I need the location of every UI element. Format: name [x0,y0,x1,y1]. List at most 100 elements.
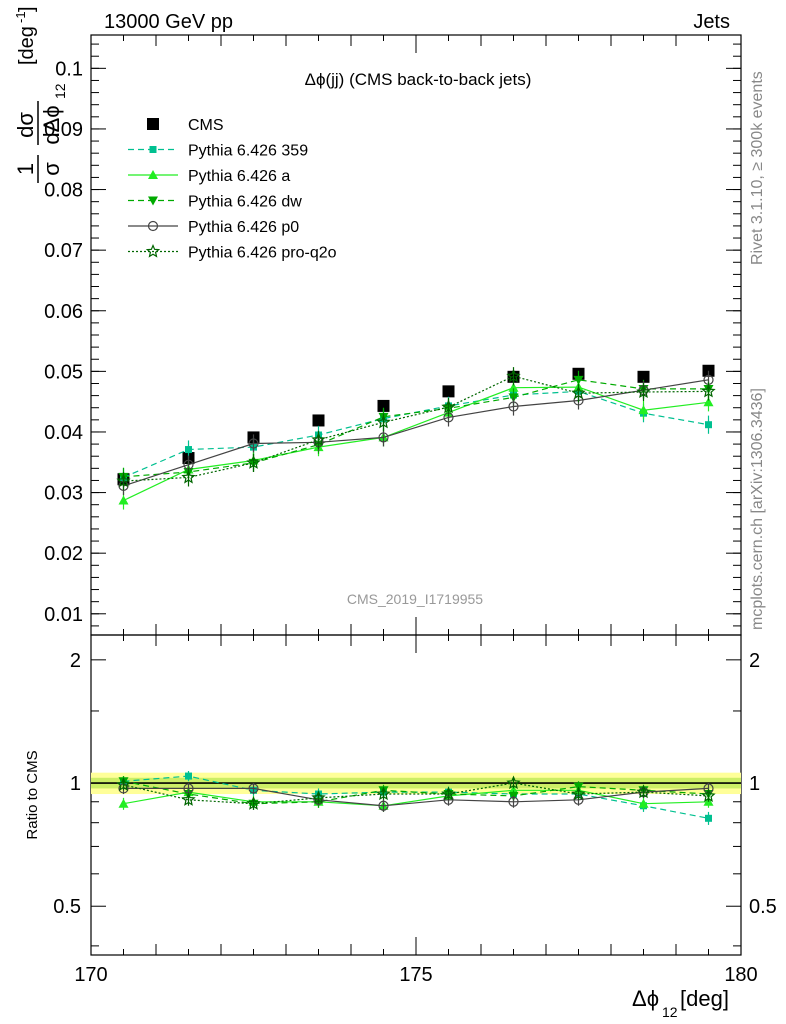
main-x-axis [90,35,742,635]
ratio-line-p0 [123,787,709,807]
ratio-point-a [638,798,649,808]
main-point-proq2o [246,455,261,469]
ratio-series-layer [116,771,716,825]
main-point-dw [573,375,584,385]
ratio-y-tick-label-right: 2 [749,650,760,672]
ratio-point-proq2o [246,796,261,810]
main-point-proq2o [441,399,456,414]
main-point-proq2o [376,414,391,429]
main-point-proq2o [571,385,586,400]
x-tick-label: 175 [399,964,432,986]
ratio-point-p359 [185,772,192,780]
ratio-point-p0 [378,800,389,811]
main-point-p359 [705,421,712,429]
x-label-subscript: 12 [662,1004,678,1020]
y-tick-label: 0.02 [44,543,83,565]
legend-marker-dw [148,196,158,206]
chart-title: Δϕ(jj) (CMS back-to-back jets) [305,70,532,89]
main-point-proq2o [181,469,196,484]
legend-marker-a [148,170,158,179]
analysis-watermark: CMS_2019_I1719955 [347,591,483,607]
legend-label-a: Pythia 6.426 a [188,168,290,185]
ratio-point-p359 [705,814,712,822]
ratio-point-proq2o [636,784,651,799]
y-tick-label: 0.07 [44,240,83,262]
legend-label-proq2o: Pythia 6.426 pro-q2o [188,245,337,262]
x-tick-label: 170 [74,964,107,986]
y-tick-label: 0.09 [44,119,83,141]
legend-label-p359: Pythia 6.426 359 [188,143,308,160]
y-label-dsigma: dσ [13,112,38,138]
y-tick-label: 0.03 [44,483,83,505]
y-label-denominator-sigma: σ [39,162,64,176]
legend-marker-p0 [147,220,159,232]
main-line-p359 [123,390,709,478]
main-series-layer [116,364,716,510]
ratio-point-proq2o [701,788,716,803]
ratio-line-dw [123,780,709,805]
main-point-a [118,495,129,505]
ratio-point-a [118,798,129,808]
header-left: 13000 GeV pp [104,11,233,33]
ratio-point-proq2o [181,792,196,806]
main-point-a [508,382,519,392]
main-point-proq2o [116,473,131,488]
ratio-point-proq2o [571,786,586,801]
ratio-y-tick-label-right: 0.5 [749,896,777,918]
ratio-line-a [123,789,709,807]
legend-label-p0: Pythia 6.426 p0 [188,219,299,236]
x-label-symbol: Δϕ [632,986,659,1011]
x-tick-label: 180 [724,964,757,986]
y-label-dphi: dΔϕ [39,105,64,144]
legend-marker-proq2o [145,243,161,258]
main-point-proq2o [311,432,326,446]
main-line-p0 [123,379,709,487]
ratio-x-axis: 170 175 180 [74,635,758,986]
main-y-label: 1 σ dσ dΔϕ 12 [deg -1 ] [13,6,68,183]
y-tick-label: 0.1 [55,58,83,80]
main-point-p0 [508,401,519,412]
main-point-p359 [185,446,192,454]
main-point-cms [637,370,650,383]
main-point-cms [312,414,325,427]
y-tick-label: 0.06 [44,301,83,323]
legend-label-cms: CMS [188,117,224,134]
ratio-panel: 0.5 0.5 1 1 2 2 170 175 180 Ratio to CMS [24,634,777,986]
x-label-unit: [deg] [680,986,729,1011]
ratio-point-proq2o [311,790,326,804]
main-y-axis: 0.01 0.02 0.03 0.04 0.05 0.06 0.07 0.08 0.09 0.1 [44,43,741,627]
header-right: Jets [693,11,730,33]
y-tick-label: 0.08 [44,180,83,202]
y-tick-label: 0.04 [44,422,83,444]
main-line-a [123,386,709,502]
main-line-dw [123,379,709,478]
main-point-a [703,397,714,407]
y-label-unit: [deg [16,26,38,65]
ratio-y-tick-label: 0.5 [53,896,81,918]
ratio-point-p0 [248,783,259,794]
ratio-point-proq2o [506,775,521,790]
ratio-y-tick-label-right: 1 [749,773,760,795]
y-tick-label: 0.05 [44,361,83,383]
main-point-proq2o [506,368,521,383]
source-reference: mcplots.cern.ch [arXiv:1306.3436] [749,388,766,630]
ratio-y-tick-label: 1 [70,773,81,795]
y-label-unit-close: ] [16,6,38,12]
ratio-point-p0 [508,796,519,807]
ratio-point-proq2o [376,786,391,801]
main-point-proq2o [701,383,716,398]
ratio-point-proq2o [441,786,456,801]
ratio-y-label: Ratio to CMS [24,750,41,839]
ratio-y-tick-label: 2 [70,650,81,672]
ratio-y-axis: 0.5 0.5 1 1 2 2 [53,650,777,947]
y-tick-label: 0.01 [44,604,83,626]
legend-label-dw: Pythia 6.426 dw [188,194,302,211]
x-axis-label: Δϕ 12 [deg] [632,986,729,1020]
main-panel: 0.010.020.030.040.050.060.070.080.090.1 … [13,6,742,636]
legend: CMS Pythia 6.426 359 Pythia 6.426 a Pythia … [128,117,337,262]
y-label-unit-exponent: -1 [13,11,28,23]
main-point-proq2o [636,384,651,399]
main-point-cms [442,385,455,398]
legend-marker-cms [147,118,159,130]
